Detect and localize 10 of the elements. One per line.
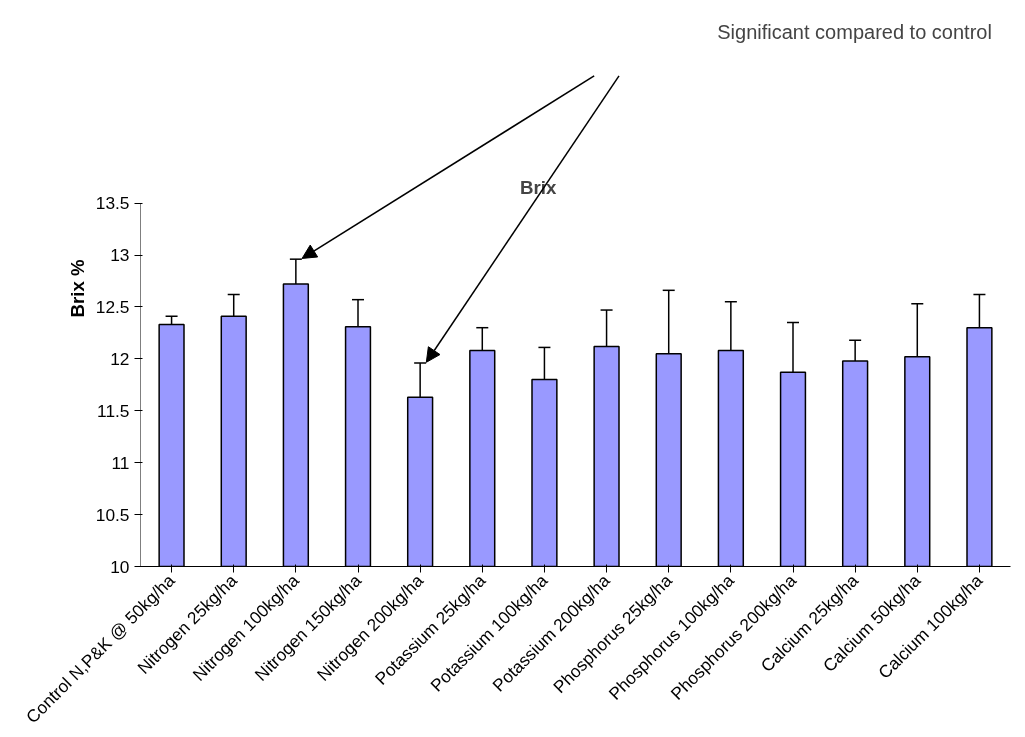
y-tick-label: 12 <box>110 348 130 369</box>
y-tick-label: 11 <box>111 452 130 473</box>
y-tick-label: 13.5 <box>95 193 130 214</box>
y-axis-title: Brix % <box>66 259 88 318</box>
y-tick-label: 12.5 <box>95 296 130 317</box>
y-tick-label: 10 <box>110 556 130 577</box>
y-tick-label: 10.5 <box>95 504 130 525</box>
y-tick-label: 13 <box>110 245 130 266</box>
y-tick-label: 11.5 <box>97 400 130 421</box>
text: Significant compared to control <box>717 21 992 44</box>
